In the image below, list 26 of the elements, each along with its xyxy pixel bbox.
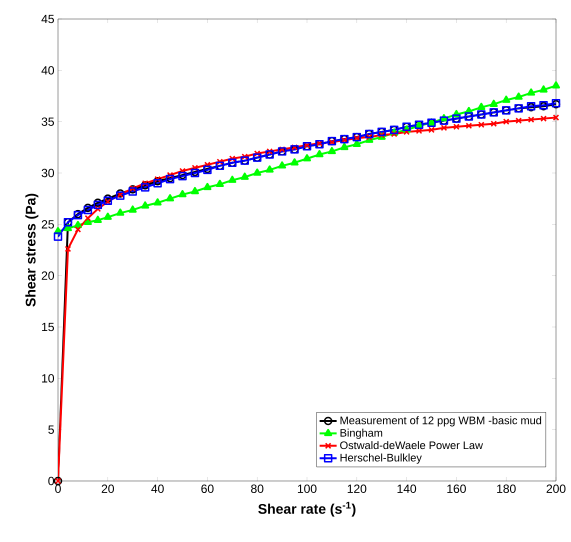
x-tick-label: 120 [348, 484, 366, 493]
x-axis-title: Shear rate (s$^{-1}$) [258, 502, 356, 517]
y-axis-title: Shear stress (Pa) [25, 194, 38, 307]
x-tick-label: 40 [151, 484, 164, 493]
x-tick-label: 60 [201, 484, 214, 493]
y-tick-label: 35 [42, 117, 54, 126]
legend-label: Measurement of 12 ppg WBM -basic mud [340, 416, 542, 426]
x-tick-label: 200 [546, 484, 566, 493]
legend-label: Ostwald-deWaele Power Law [340, 441, 483, 450]
x-tick-label: 100 [298, 484, 317, 493]
y-tick-label: 40 [41, 66, 54, 75]
x-tick-label: 160 [447, 484, 466, 493]
y-tick-label: 5 [48, 426, 54, 434]
y-tick-label: 10 [42, 374, 54, 383]
x-tick-label: 80 [251, 484, 264, 493]
y-tick-label: 15 [42, 322, 54, 332]
legend-label: Herschel-Bulkley [340, 454, 422, 464]
y-tick-label: 25 [42, 220, 54, 229]
x-tick-label: 20 [102, 484, 114, 493]
y-tick-label: 0 [48, 476, 54, 486]
y-tick-label: 45 [41, 14, 54, 24]
x-tick-label: 140 [398, 484, 416, 493]
x-tick-label: 180 [497, 484, 516, 493]
y-tick-label: 20 [42, 271, 54, 280]
y-tick-label: 30 [42, 168, 54, 178]
legend-label: Bingham [340, 428, 382, 439]
